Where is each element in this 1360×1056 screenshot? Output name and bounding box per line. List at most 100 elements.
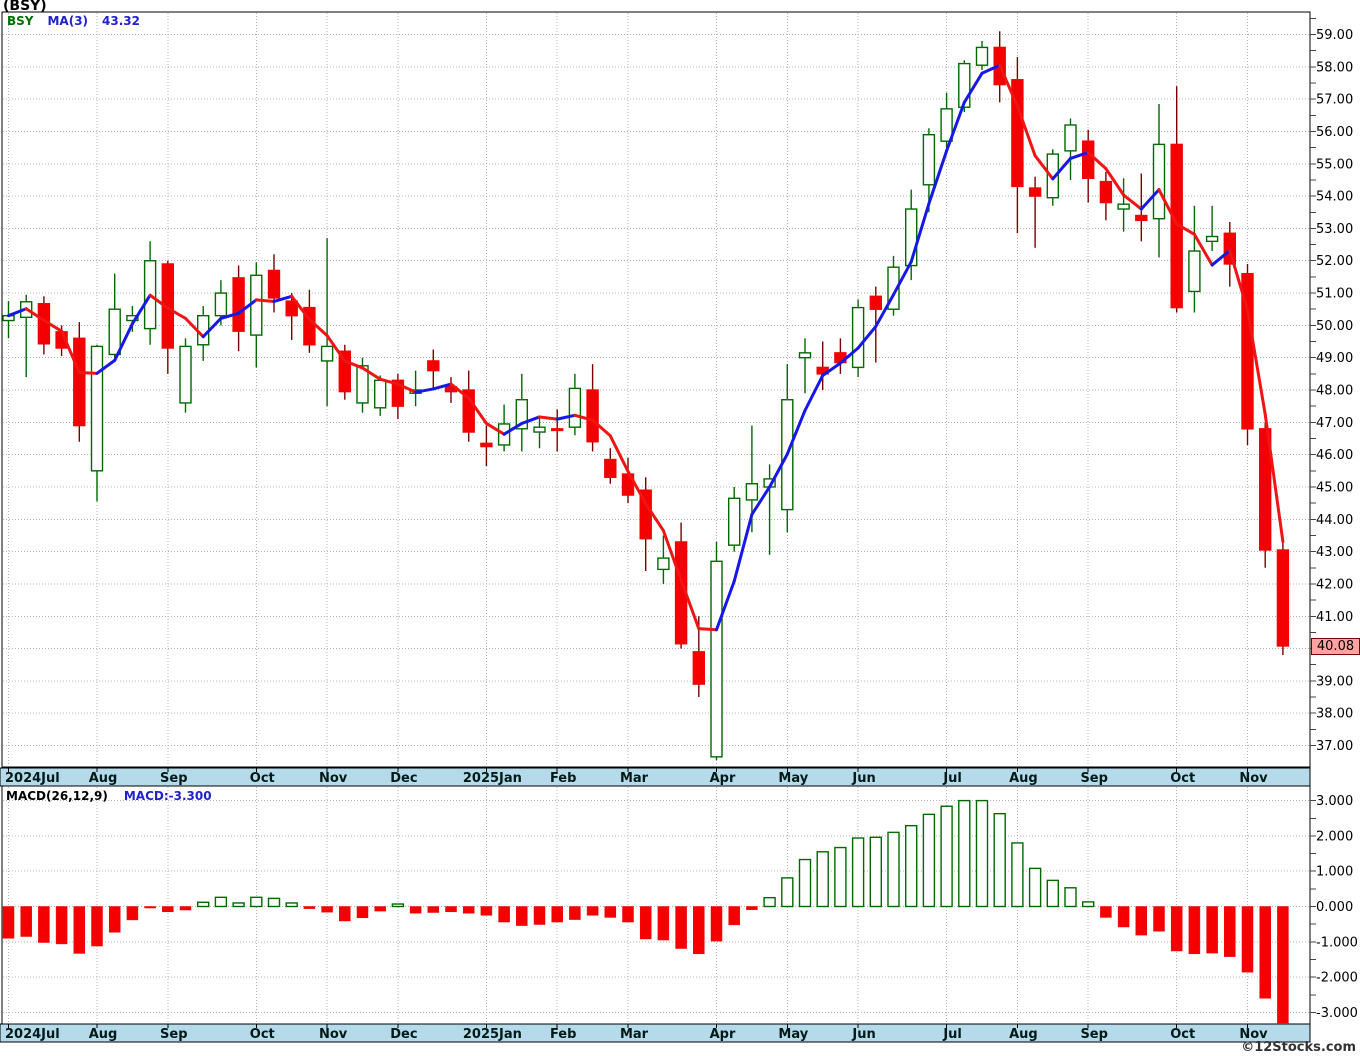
ma3-line-segment <box>467 396 488 425</box>
macd-bar-negative <box>20 906 32 937</box>
ma3-line-segment <box>768 452 789 489</box>
macd-bar-negative <box>108 906 121 933</box>
macd-bar-positive <box>1081 901 1095 908</box>
last-price-label: 40.08 <box>1311 637 1360 655</box>
ma3-line-segment <box>555 413 577 421</box>
candle-body-up <box>90 345 104 472</box>
ma3-line-segment <box>361 366 382 381</box>
ma3-line-segment <box>237 298 258 315</box>
ma3-line-segment <box>1139 188 1161 211</box>
ma3-line-segment <box>1263 412 1285 544</box>
month-label: Dec <box>390 771 417 786</box>
candle-body-up <box>887 266 900 310</box>
ma3-line-segment <box>962 71 984 104</box>
ma3-line-segment <box>980 63 1002 75</box>
macd-bar-negative <box>126 906 139 921</box>
legend-ma-value: 43.32 <box>102 14 140 28</box>
price-axis-label: 49.00 <box>1316 351 1353 366</box>
candle-body-up <box>320 345 334 362</box>
candle-body-up <box>214 292 228 317</box>
macd-bar-negative <box>710 906 723 942</box>
month-label: May <box>778 1027 808 1042</box>
macd-bar-negative <box>409 906 422 914</box>
price-axis-label: 59.00 <box>1316 28 1353 43</box>
ma3-line-segment <box>113 322 134 362</box>
ma3-line-segment <box>1033 154 1055 181</box>
macd-bar-negative <box>498 906 510 923</box>
month-axis-strip <box>0 1023 1311 1043</box>
ma3-line-segment <box>892 260 913 297</box>
ma3-line-segment <box>502 421 524 436</box>
price-axis-label: 51.00 <box>1316 287 1353 302</box>
main-legend: BSY MA(3) 43.32 <box>7 14 140 28</box>
candle-body-up <box>922 133 936 186</box>
price-axis-label: 46.00 <box>1316 448 1353 463</box>
macd-bar-negative <box>2 906 15 939</box>
macd-bar-negative <box>321 906 333 913</box>
ma3-line-segment <box>750 485 772 516</box>
macd-bar-negative <box>1135 906 1148 936</box>
price-axis-label: 50.00 <box>1316 319 1353 334</box>
ma3-line-segment <box>307 317 329 338</box>
macd-bar-negative <box>162 906 174 913</box>
macd-bar-negative <box>586 906 599 916</box>
macd-legend-label: MACD(26,12,9) <box>6 789 108 803</box>
candle-body-up <box>798 352 812 359</box>
candle-body-down <box>338 350 351 393</box>
ma3-line-segment <box>1122 193 1143 211</box>
price-axis-label: 54.00 <box>1316 190 1353 205</box>
ma3-line-segment <box>909 202 931 264</box>
candle-body-up <box>568 387 582 428</box>
ma3-line-segment <box>1210 249 1232 267</box>
macd-bar-negative <box>427 906 440 913</box>
candle-body-down <box>161 263 175 349</box>
candle-body-down <box>480 442 493 448</box>
macd-bar-positive <box>975 799 989 908</box>
price-axis-label: 43.00 <box>1316 545 1353 560</box>
candle-body-down <box>1241 272 1254 430</box>
ma3-line-segment <box>449 382 471 400</box>
ma3-line-segment <box>184 316 205 339</box>
ma3-line-segment <box>661 529 683 582</box>
candle-body-down <box>427 360 440 372</box>
ma3-line-segment <box>24 307 46 322</box>
macd-bar-negative <box>551 906 563 923</box>
legend-ma-label: MA(3) <box>47 14 89 28</box>
price-axis-label: 37.00 <box>1316 739 1353 754</box>
macd-bar-negative <box>1170 906 1183 952</box>
candle-body-up <box>1152 143 1166 220</box>
ma3-line-segment <box>785 408 807 456</box>
macd-axis-label: -2.000 <box>1316 971 1358 986</box>
month-label: Dec <box>390 1027 417 1042</box>
month-label: Feb <box>550 771 576 786</box>
macd-bar-positive <box>232 902 245 908</box>
month-label: Nov <box>319 771 348 786</box>
ma3-line-segment <box>1015 104 1037 158</box>
macd-bar-negative <box>622 906 634 923</box>
macd-bar-positive <box>905 824 918 908</box>
ma3-line-segment <box>1246 308 1267 416</box>
macd-bar-positive <box>798 858 812 908</box>
macd-bar-negative <box>1259 906 1271 999</box>
ma3-line-segment <box>520 415 541 425</box>
macd-bar-negative <box>657 906 670 941</box>
macd-bar-positive <box>1028 867 1042 908</box>
price-axis-label: 48.00 <box>1316 384 1353 399</box>
candle-body-down <box>1258 428 1272 551</box>
month-label: Sep <box>160 1027 188 1042</box>
macd-bar-negative <box>533 906 546 925</box>
candle-body-up <box>515 399 528 430</box>
macd-bar-negative <box>1188 906 1201 955</box>
candle-body-down <box>1276 549 1290 647</box>
macd-bar-positive <box>391 903 405 908</box>
candle-body-up <box>1188 250 1201 293</box>
candle-body-up <box>940 108 953 142</box>
ma3-line-segment <box>130 293 152 326</box>
ma3-line-segment <box>856 324 878 350</box>
month-label: Feb <box>550 1027 576 1042</box>
macd-legend-value: MACD:-3.300 <box>123 789 212 803</box>
price-axis-label: 41.00 <box>1316 610 1353 625</box>
month-label: Jun <box>851 771 875 786</box>
month-label: May <box>778 771 808 786</box>
